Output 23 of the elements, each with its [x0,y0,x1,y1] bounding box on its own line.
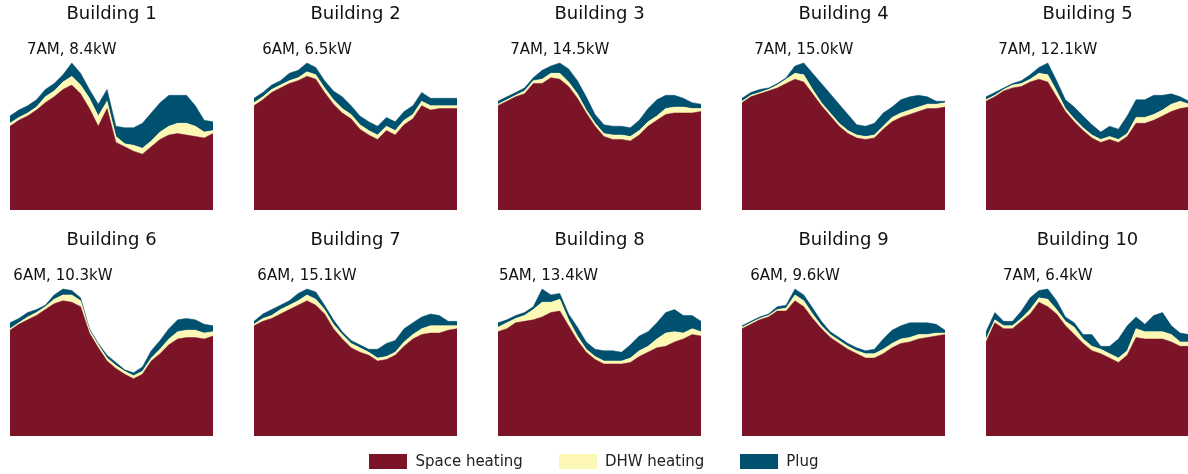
text: 7AM, 14.5kW [510,40,610,58]
text: 6AM, 6.5kW [262,40,352,58]
chart-title: Building 2 [310,2,401,24]
chart-title: Building 3 [554,2,645,24]
chart-title: Building 6 [66,228,157,250]
text: 6AM, 15.1kW [257,266,357,284]
chart-title: Building 10 [1036,228,1139,250]
legend-label: Plug [786,452,819,470]
chart-title: Building 7 [310,228,401,250]
text: 6AM, 10.3kW [13,266,113,284]
chart-title: Building 8 [554,228,645,250]
text: 7AM, 6.4kW [1002,266,1093,284]
chart-title: Building 4 [798,2,889,24]
legend-label: Space heating [415,452,523,470]
chart-title: Building 5 [1042,2,1133,24]
text: 7AM, 12.1kW [998,40,1098,58]
legend-label: DHW heating [604,452,705,470]
chart-title: Building 1 [66,2,157,24]
text: 6AM, 9.6kW [750,266,840,284]
chart-title: Building 9 [798,228,889,250]
text: 7AM, 15.0kW [754,40,854,58]
text: 7AM, 8.4kW [26,40,117,58]
text: 5AM, 13.4kW [499,266,599,284]
